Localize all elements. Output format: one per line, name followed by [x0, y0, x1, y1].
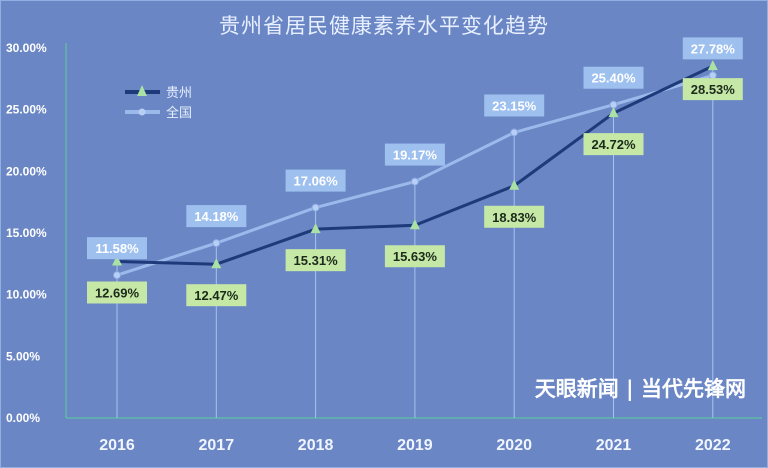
x-tick-label: 2020	[496, 437, 532, 454]
guizhou-point	[310, 223, 321, 234]
guizhou-data-label: 12.47%	[194, 288, 239, 303]
guizhou-data-label-box	[285, 249, 346, 272]
national-data-label-box	[484, 94, 545, 117]
national-point	[311, 203, 320, 212]
x-tick-label: 2021	[596, 437, 632, 454]
legend-label-national: 全国	[166, 105, 192, 121]
national-data-label: 25.40%	[591, 71, 636, 86]
national-point	[113, 271, 121, 280]
national-data-label: 19.17%	[393, 148, 438, 163]
x-tick-label: 2017	[199, 437, 235, 454]
guizhou-data-label: 28.53%	[691, 82, 736, 97]
national-data-label-box	[87, 237, 147, 260]
guizhou-data-label-box	[384, 245, 445, 268]
guizhou-data-label: 15.31%	[294, 253, 339, 268]
x-tick-label: 2018	[298, 437, 334, 454]
national-data-label-box	[285, 169, 346, 192]
legend-marker-guizhou	[137, 85, 147, 96]
legend-marker-national	[138, 108, 146, 116]
guizhou-point	[112, 255, 122, 266]
national-point	[410, 177, 419, 186]
guizhou-data-label: 18.83%	[492, 210, 537, 225]
national-data-label: 14.18%	[194, 209, 239, 224]
national-data-label-box	[384, 143, 445, 166]
guizhou-data-label-box	[87, 281, 147, 304]
national-data-label: 17.06%	[294, 174, 339, 189]
guizhou-point	[608, 107, 619, 118]
national-data-label: 23.15%	[492, 98, 537, 113]
national-data-label-box	[186, 205, 247, 228]
x-tick-label: 2019	[397, 437, 433, 454]
y-tick-label: 0.00%	[6, 411, 40, 425]
guizhou-data-label: 24.72%	[591, 137, 636, 152]
y-tick-label: 20.00%	[6, 164, 47, 178]
guizhou-point	[211, 258, 222, 269]
guizhou-data-label: 15.63%	[393, 249, 438, 264]
national-point	[510, 128, 519, 137]
y-tick-label: 5.00%	[6, 349, 40, 363]
watermark-logo: 天眼新闻 | 当代先锋网	[534, 376, 746, 401]
national-point	[708, 71, 717, 80]
x-tick-label: 2022	[695, 437, 731, 454]
y-tick-label: 25.00%	[6, 103, 47, 117]
guizhou-data-label-box	[583, 133, 644, 156]
guizhou-data-label-box	[186, 284, 247, 307]
guizhou-point	[409, 219, 420, 230]
guizhou-data-label: 12.69%	[95, 285, 140, 300]
national-point	[212, 239, 221, 248]
y-tick-label: 15.00%	[6, 226, 47, 240]
guizhou-data-label-box	[682, 78, 743, 101]
guizhou-point	[509, 179, 520, 190]
guizhou-point	[707, 60, 718, 71]
guizhou-data-label-box	[484, 205, 545, 228]
national-data-label: 11.58%	[95, 241, 139, 256]
legend-label-guizhou: 贵州	[166, 86, 192, 101]
x-tick-label: 2016	[99, 437, 135, 454]
y-tick-label: 10.00%	[6, 288, 47, 302]
y-tick-label: 30.00%	[6, 41, 47, 55]
national-data-label-box	[682, 37, 743, 60]
national-data-label-box	[583, 66, 644, 89]
chart-title: 贵州省居民健康素养水平变化趋势	[219, 14, 549, 38]
national-data-label: 27.78%	[691, 41, 736, 56]
